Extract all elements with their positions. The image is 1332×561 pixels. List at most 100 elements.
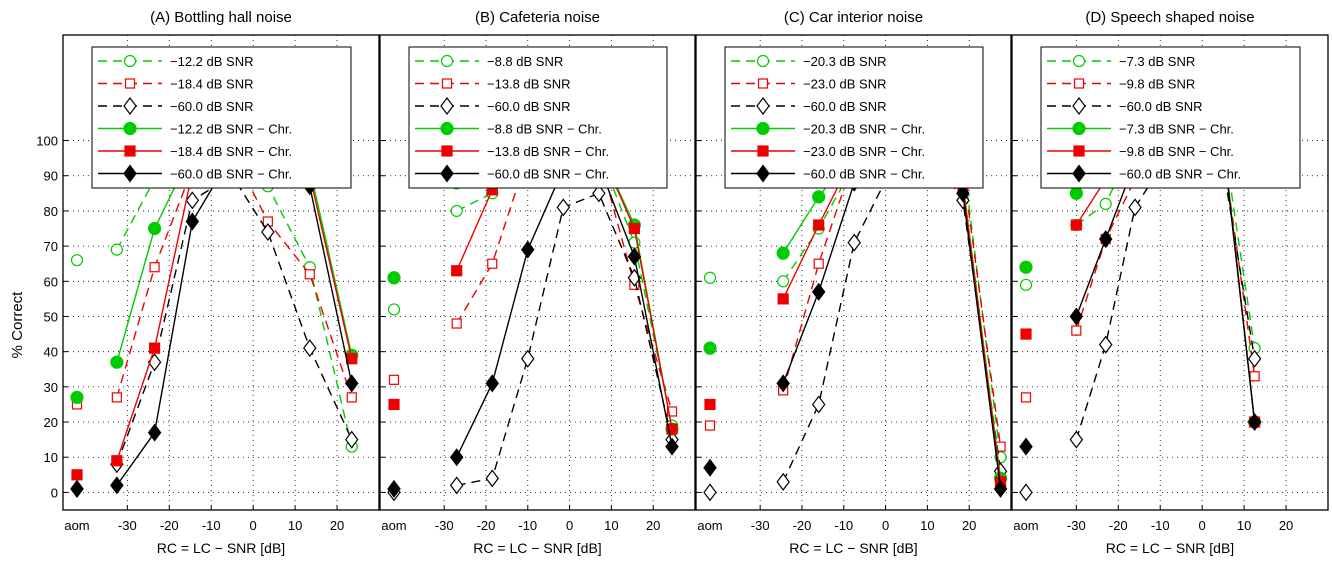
series-line (116, 146, 353, 461)
legend-entry: −9.8 dB SNR − Chr. (1119, 144, 1234, 159)
data-point-aom (704, 420, 716, 431)
data-point (592, 184, 606, 203)
legend-marker (757, 145, 769, 157)
x-tick-label-aom: aom (381, 518, 406, 533)
data-point (777, 293, 789, 305)
x-tick-label: 20 (962, 518, 976, 533)
legend-marker (1072, 121, 1086, 136)
data-point (450, 204, 463, 218)
plot-frame (695, 34, 1012, 511)
x-axis-label: RC = LC − SNR [dB] (789, 540, 917, 556)
data-point-aom (1019, 483, 1033, 502)
x-tick-label: -20 (160, 518, 179, 533)
data-point (666, 423, 678, 435)
y-axis-label: % Correct (9, 291, 26, 359)
panel-4: (D) Speech shaped noise aom -30 -20 -10 0 10 20… (1011, 9, 1329, 556)
data-point (628, 222, 640, 235)
legend-entry: −60.0 dB SNR (170, 99, 253, 114)
legend: −20.3 dB SNR −23.0 dB SNR −60.0 dB SNR −20.… (724, 46, 984, 189)
panel-2: (B) Cafeteria noise aom -30 -20 -10 0 10 20 RC =… (379, 9, 696, 556)
data-point (485, 374, 499, 393)
data-point (627, 247, 642, 266)
data-point (487, 258, 498, 269)
data-point (303, 339, 317, 358)
plot-frame (1011, 34, 1329, 511)
data-point (1098, 335, 1113, 354)
data-point-aom (703, 483, 717, 502)
series-3 (70, 166, 359, 498)
data-point (1099, 197, 1112, 210)
data-point (1247, 349, 1262, 368)
x-tick-label: 10 (604, 518, 618, 533)
data-point (811, 395, 826, 414)
x-tick-label: -20 (793, 518, 812, 533)
data-point-aom (703, 458, 717, 477)
legend-marker (1073, 78, 1085, 89)
data-point (1098, 230, 1113, 249)
y-tick-label: 30 (44, 380, 58, 395)
data-point (149, 262, 160, 273)
x-tick-label: -10 (834, 518, 853, 533)
y-tick-label: 80 (44, 204, 58, 219)
legend-entry: −60.0 dB SNR (803, 99, 886, 114)
x-tick-label: 20 (646, 518, 660, 533)
legend-entry: −13.8 dB SNR − Chr. (487, 144, 609, 159)
data-point (813, 258, 824, 269)
data-point (111, 392, 122, 403)
legend-entry: −12.2 dB SNR (170, 54, 253, 69)
legend-marker (440, 54, 454, 68)
data-point-aom (70, 390, 84, 405)
legend-marker (757, 78, 769, 89)
legend-marker (440, 164, 454, 183)
legend-marker (441, 78, 453, 89)
x-tick-label: 0 (250, 518, 257, 533)
series-5 (71, 141, 358, 481)
data-point-aom (1020, 392, 1032, 403)
legend-marker (123, 121, 137, 136)
data-point-aom (70, 254, 84, 267)
data-point (956, 184, 970, 203)
data-point (344, 374, 359, 393)
data-point (185, 191, 200, 210)
data-point-aom (387, 479, 401, 498)
legend-entry: −23.0 dB SNR (803, 77, 886, 92)
legend-box (91, 46, 352, 189)
legend-entry: −23.0 dB SNR − Chr. (803, 144, 925, 159)
y-tick-label: 50 (44, 309, 58, 324)
data-point (812, 190, 826, 204)
data-point (346, 392, 357, 403)
legend-marker (440, 97, 454, 115)
data-point (1069, 307, 1084, 326)
data-point (1071, 325, 1082, 336)
data-point (776, 374, 790, 393)
data-point (111, 455, 123, 467)
data-point (813, 219, 825, 231)
data-point-aom (1020, 328, 1032, 340)
data-point (666, 406, 678, 417)
data-point-aom (703, 341, 717, 355)
x-tick-label: -20 (1109, 518, 1128, 533)
y-tick-label: 20 (44, 415, 58, 430)
legend-marker (1073, 145, 1085, 157)
legend-marker (1072, 54, 1086, 68)
data-point-aom (1019, 437, 1033, 456)
data-point (110, 355, 124, 369)
legend-marker (756, 97, 770, 115)
data-point (556, 198, 571, 217)
data-point (1128, 198, 1142, 217)
legend-entry: −13.8 dB SNR (487, 77, 570, 92)
data-point (1069, 186, 1083, 200)
legend-entry: −20.3 dB SNR (803, 54, 886, 69)
data-point (1247, 413, 1262, 432)
data-point (665, 437, 679, 456)
data-point (449, 448, 464, 467)
legend-marker (756, 164, 770, 183)
plot-frame (379, 34, 696, 511)
legend-box (408, 46, 668, 189)
x-tick-label-aom: aom (1013, 518, 1038, 533)
x-tick-label: -10 (202, 518, 221, 533)
data-point (811, 282, 826, 301)
data-point (993, 479, 1008, 498)
legend-entry: −9.8 dB SNR (1119, 77, 1195, 92)
